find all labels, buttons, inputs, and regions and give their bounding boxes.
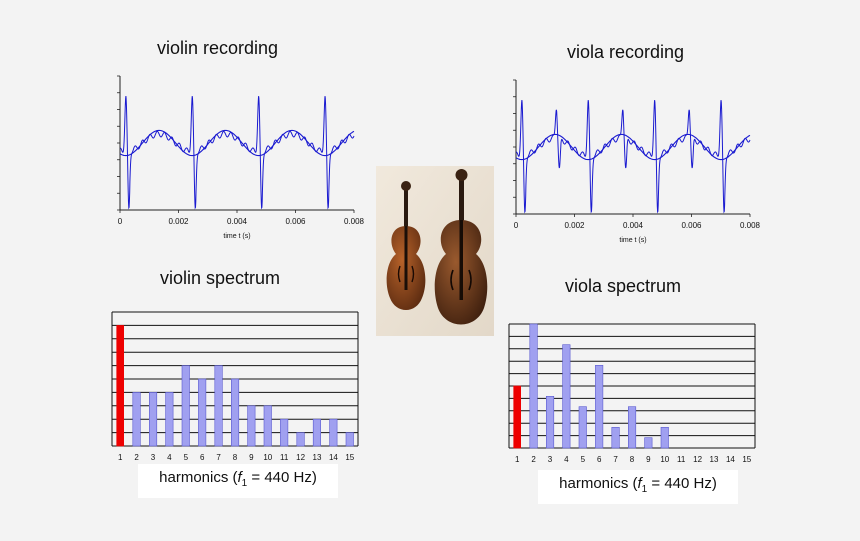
x-tick-label: 0.006 xyxy=(681,221,702,230)
x-tick-label: 6 xyxy=(200,453,205,462)
x-tick-label: 3 xyxy=(151,453,156,462)
x-tick-label: 10 xyxy=(660,455,669,464)
harmonic-bar xyxy=(545,396,555,449)
harmonic-bar xyxy=(312,418,321,447)
x-tick-label: 7 xyxy=(216,453,221,462)
harmonic-bar xyxy=(181,365,190,447)
x-tick-label: 5 xyxy=(184,453,189,462)
harmonics-suffix: = 440 Hz) xyxy=(647,475,717,492)
harmonic-bar xyxy=(562,344,571,449)
x-tick-label: 0.006 xyxy=(285,217,306,226)
x-tick-label: 0.008 xyxy=(344,217,365,226)
x-tick-label: 2 xyxy=(134,453,139,462)
harmonic-bar xyxy=(345,432,354,447)
harmonic-bar xyxy=(280,418,289,447)
violin-recording-title: violin recording xyxy=(157,38,279,58)
x-tick-label: 12 xyxy=(693,455,702,464)
harmonic-bar xyxy=(198,378,207,447)
x-tick-label: 14 xyxy=(329,453,338,462)
harmonic-bar xyxy=(329,418,338,447)
x-tick-label: 0.002 xyxy=(168,217,189,226)
x-tick-label: 0.004 xyxy=(623,221,644,230)
x-tick-label: 7 xyxy=(613,455,618,464)
viola-harmonics-label: harmonics (f1 = 440 Hz) xyxy=(538,470,738,504)
harmonic-bar xyxy=(529,323,538,449)
x-tick-label: 4 xyxy=(167,453,172,462)
harmonic-bar xyxy=(263,405,272,447)
violin-spectrum-chart: 1 2 3 4 5 6 7 8 9 10 11 12 13 14 15 xyxy=(111,311,359,462)
x-tick-label: 12 xyxy=(296,453,305,462)
harmonic-bar xyxy=(231,378,240,447)
harmonic-bar xyxy=(165,392,174,447)
waveform-curve xyxy=(515,100,751,214)
x-tick-label: 11 xyxy=(677,455,686,464)
x-tick-label: 0.002 xyxy=(564,221,585,230)
f-symbol: f xyxy=(637,475,642,492)
harmonics-prefix: harmonics ( xyxy=(559,475,638,492)
x-tick-label: 1 xyxy=(118,453,123,462)
harmonic-bar xyxy=(578,406,587,449)
x-tick-label: 2 xyxy=(531,455,536,464)
x-tick-label: 0 xyxy=(118,217,123,226)
x-tick-label: 9 xyxy=(646,455,651,464)
x-tick-label: 10 xyxy=(263,453,272,462)
x-tick-label: 5 xyxy=(581,455,586,464)
violin-recording-chart: 0 0.002 0.004 0.006 0.008 time t (s) xyxy=(117,75,365,240)
violin-spectrum-title: violin spectrum xyxy=(160,268,281,288)
harmonic-bar xyxy=(660,427,669,449)
x-tick-label: 15 xyxy=(742,455,751,464)
harmonic-bar xyxy=(644,437,653,449)
f-symbol: f xyxy=(237,469,242,486)
fundamental-bar xyxy=(116,325,124,447)
x-tick-label: 14 xyxy=(726,455,735,464)
x-tick-label: 11 xyxy=(280,453,289,462)
x-tick-label: 0.008 xyxy=(740,221,761,230)
x-tick-label: 1 xyxy=(515,455,520,464)
harmonic-bar xyxy=(296,432,305,447)
harmonic-bar xyxy=(611,427,620,449)
harmonic-bar xyxy=(148,392,158,447)
harmonics-prefix: harmonics ( xyxy=(159,469,238,486)
harmonic-bar xyxy=(628,406,637,449)
x-tick-label: 9 xyxy=(249,453,254,462)
violin-viola-photo xyxy=(376,166,494,336)
harmonic-bar xyxy=(132,392,141,447)
viola-spectrum-chart: 1 2 3 4 5 6 7 8 9 10 11 12 13 14 15 xyxy=(508,323,756,464)
x-tick-label: 8 xyxy=(630,455,635,464)
harmonic-bar xyxy=(247,405,256,447)
f-subscript: 1 xyxy=(641,484,648,495)
x-tick-label: 6 xyxy=(597,455,602,464)
x-tick-label: 13 xyxy=(313,453,322,462)
violin-harmonics-label: harmonics (f1 = 440 Hz) xyxy=(138,464,338,498)
x-axis-label: time t (s) xyxy=(619,237,646,244)
x-tick-label: 0.004 xyxy=(227,217,248,226)
x-tick-label: 4 xyxy=(564,455,569,464)
waveform-curve xyxy=(119,96,355,210)
x-tick-label: 3 xyxy=(548,455,553,464)
harmonic-bar xyxy=(595,364,604,449)
harmonic-bar xyxy=(214,365,223,447)
x-tick-label: 0 xyxy=(514,221,519,230)
x-tick-label: 13 xyxy=(710,455,719,464)
x-tick-label: 15 xyxy=(345,453,354,462)
x-tick-label: 8 xyxy=(233,453,238,462)
viola-recording-chart: 0 0.002 0.004 0.006 0.008 time t (s) xyxy=(513,79,761,244)
viola-recording-title: viola recording xyxy=(567,42,685,62)
harmonics-suffix: = 440 Hz) xyxy=(247,469,317,486)
fundamental-bar xyxy=(513,385,521,449)
x-axis-label: time t (s) xyxy=(223,233,250,240)
viola-spectrum-title: viola spectrum xyxy=(565,276,682,296)
f-subscript: 1 xyxy=(241,478,248,489)
